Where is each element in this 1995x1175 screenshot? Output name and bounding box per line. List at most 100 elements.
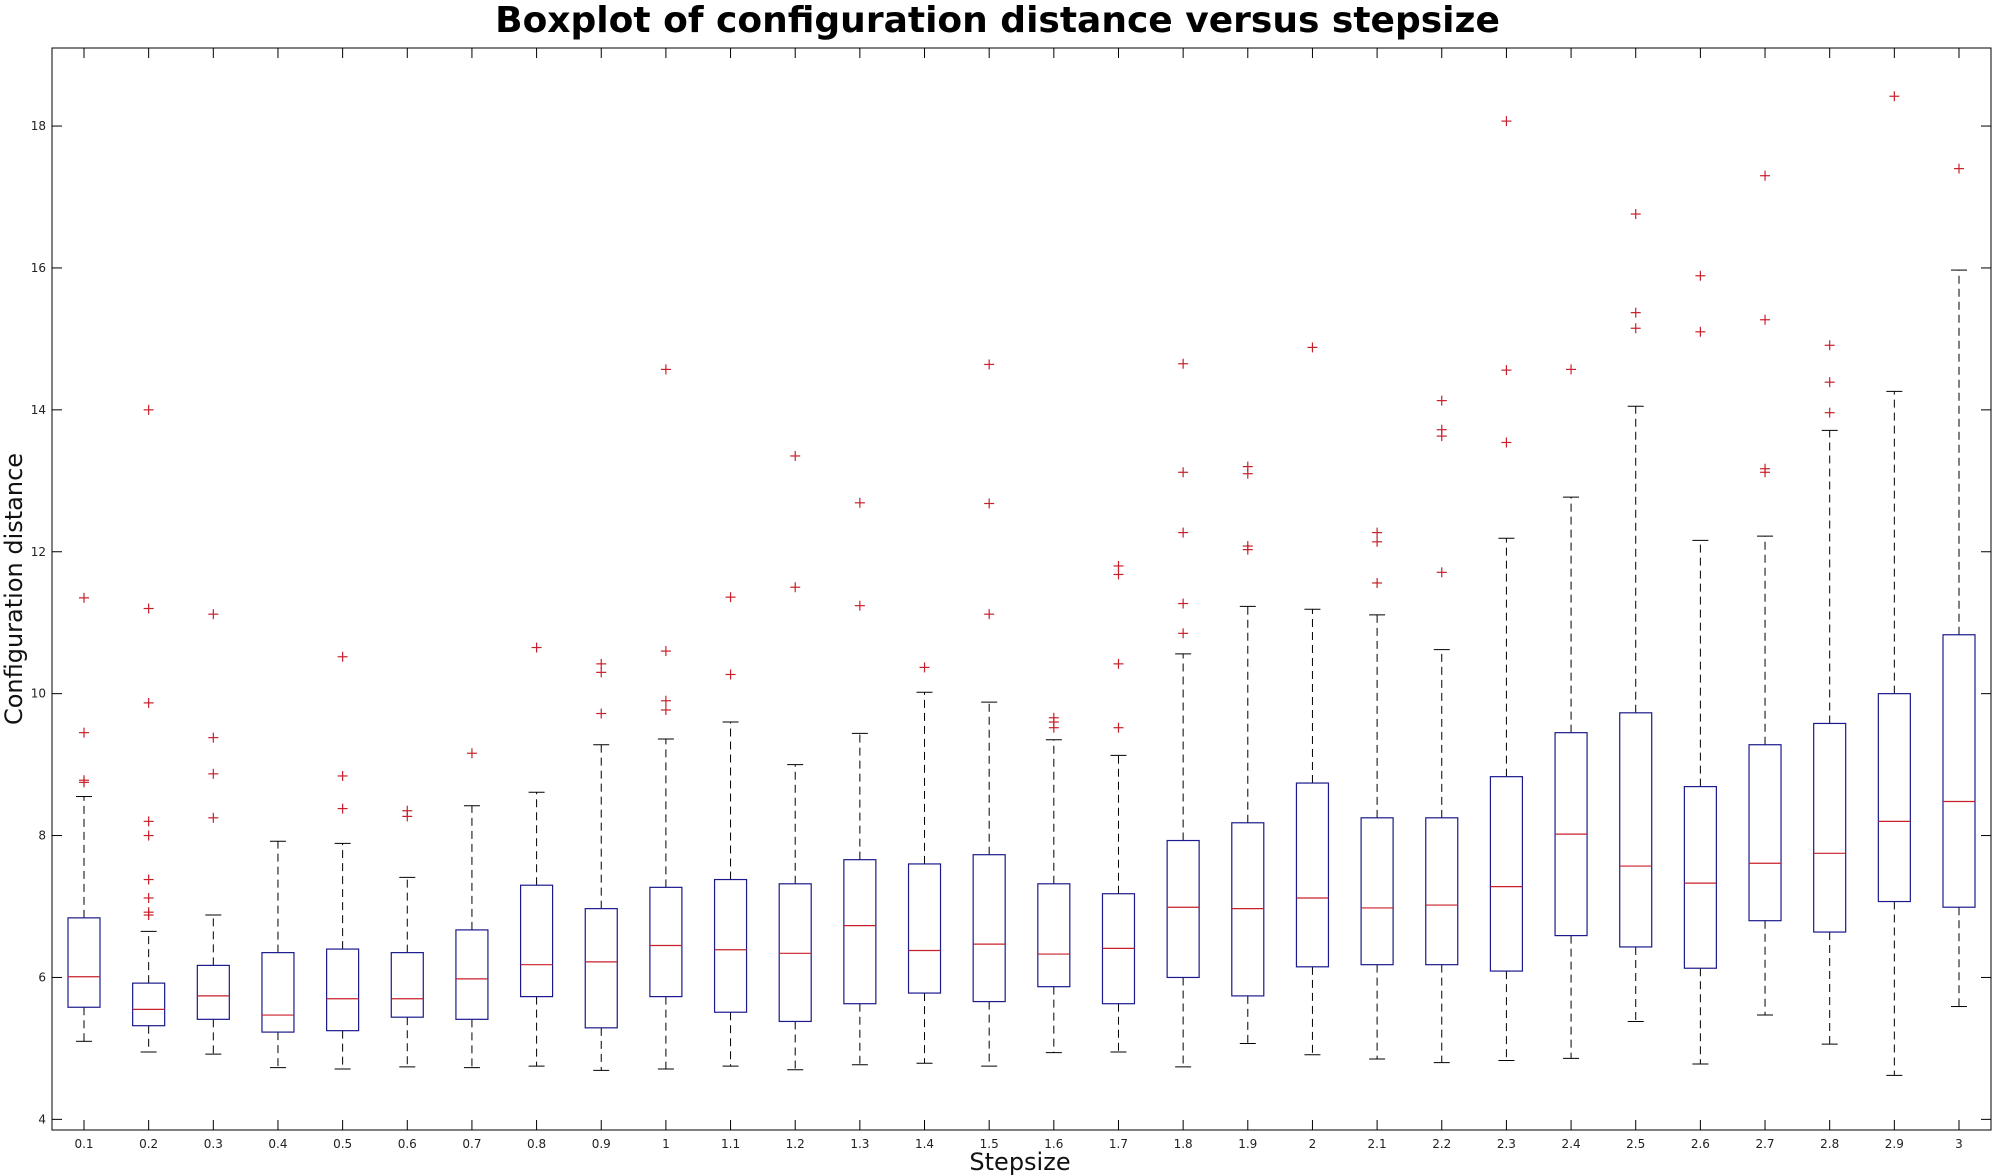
iqr-box bbox=[1489, 776, 1524, 972]
box-group bbox=[1295, 342, 1330, 1056]
iqr-box bbox=[1748, 744, 1782, 922]
y-tick-label: 4 bbox=[38, 1112, 46, 1126]
outlier-point bbox=[725, 669, 736, 680]
iqr-box bbox=[1295, 782, 1330, 968]
outlier-point bbox=[1824, 340, 1835, 351]
box-group bbox=[1748, 170, 1782, 1016]
outlier-point bbox=[1436, 395, 1447, 406]
outlier-point bbox=[1372, 536, 1383, 547]
box-group bbox=[713, 592, 748, 1067]
box-group bbox=[261, 840, 295, 1069]
outlier-point bbox=[143, 404, 154, 415]
box-group bbox=[907, 662, 942, 1064]
x-tick-label: 1.2 bbox=[786, 1137, 805, 1151]
x-tick-label: 0.4 bbox=[268, 1137, 287, 1151]
outlier-point bbox=[984, 609, 995, 620]
outlier-point bbox=[143, 830, 154, 841]
x-tick-label: 2.4 bbox=[1562, 1137, 1581, 1151]
outlier-point bbox=[337, 803, 348, 814]
iqr-box bbox=[778, 883, 812, 1023]
outlier-point bbox=[143, 907, 154, 918]
outlier-point bbox=[208, 732, 219, 743]
iqr-box bbox=[843, 859, 877, 1005]
outlier-point bbox=[337, 651, 348, 662]
outlier-point bbox=[1436, 424, 1447, 435]
outlier-point bbox=[1501, 437, 1512, 448]
y-tick-label: 18 bbox=[31, 119, 46, 133]
box-group bbox=[1554, 364, 1588, 1059]
outlier-point bbox=[79, 775, 89, 786]
box-group bbox=[1619, 209, 1653, 1022]
outlier-point bbox=[660, 695, 671, 706]
x-tick-label: 2.6 bbox=[1691, 1137, 1710, 1151]
y-tick-label: 12 bbox=[31, 545, 46, 559]
x-tick-label: 1.8 bbox=[1174, 1137, 1193, 1151]
outlier-point bbox=[1824, 377, 1835, 388]
outlier-point bbox=[1178, 467, 1189, 478]
box-group bbox=[1425, 395, 1459, 1064]
outlier-point bbox=[1566, 364, 1577, 375]
outlier-point bbox=[1824, 407, 1835, 418]
iqr-box bbox=[132, 982, 166, 1027]
chart-title: Boxplot of configuration distance versus… bbox=[495, 0, 1500, 41]
box-group bbox=[843, 497, 877, 1066]
box-group bbox=[1683, 270, 1717, 1065]
outlier-point bbox=[1113, 569, 1124, 580]
y-tick-label: 6 bbox=[38, 970, 46, 984]
outlier-point bbox=[1760, 463, 1771, 474]
outlier-point bbox=[143, 874, 154, 885]
outlier-point bbox=[1760, 314, 1771, 325]
outlier-point bbox=[1113, 658, 1124, 669]
outlier-point bbox=[1372, 577, 1383, 588]
outlier-point bbox=[1178, 628, 1189, 639]
outlier-point bbox=[725, 592, 736, 603]
x-tick-label: 1 bbox=[662, 1137, 670, 1151]
outlier-point bbox=[337, 770, 348, 781]
iqr-box bbox=[261, 952, 295, 1033]
outlier-point bbox=[1242, 541, 1253, 552]
outlier-point bbox=[143, 892, 154, 903]
outlier-point bbox=[143, 697, 154, 708]
iqr-box bbox=[67, 917, 101, 1008]
outlier-point bbox=[790, 582, 801, 593]
outlier-point bbox=[1113, 560, 1124, 571]
outlier-point bbox=[1630, 307, 1641, 318]
x-tick-label: 1.3 bbox=[850, 1137, 869, 1151]
outlier-point bbox=[531, 642, 542, 653]
outlier-point bbox=[466, 748, 477, 759]
x-tick-label: 0.6 bbox=[398, 1137, 417, 1151]
x-tick-label: 0.2 bbox=[139, 1137, 158, 1151]
box-group bbox=[1942, 163, 1976, 1008]
iqr-box bbox=[196, 964, 230, 1020]
box-group bbox=[455, 748, 489, 1069]
iqr-box bbox=[1425, 817, 1459, 966]
box-group bbox=[1813, 340, 1847, 1045]
outlier-point bbox=[1760, 170, 1771, 181]
iqr-box bbox=[649, 886, 683, 998]
x-axis-label: Stepsize bbox=[969, 1148, 1070, 1175]
y-tick-label: 10 bbox=[31, 687, 46, 701]
x-tick-label: 2.5 bbox=[1626, 1137, 1645, 1151]
outlier-point bbox=[1889, 91, 1900, 102]
x-tick-label: 0.3 bbox=[204, 1137, 223, 1151]
iqr-box bbox=[1813, 722, 1847, 933]
outlier-point bbox=[208, 768, 219, 779]
iqr-box bbox=[1037, 883, 1071, 988]
plot-area-frame bbox=[51, 47, 1992, 1131]
box-group bbox=[778, 450, 812, 1071]
outlier-point bbox=[854, 600, 865, 611]
x-tick-label: 1.7 bbox=[1109, 1137, 1128, 1151]
x-axis-ticks: 0.1 0.2 0.3 0.4 0.5 0.6 0.7 0.8 0.9 1 1.1 1.2 1.3 1.4… bbox=[74, 48, 1963, 1151]
outlier-point bbox=[984, 359, 995, 370]
outlier-point bbox=[596, 667, 607, 678]
iqr-box bbox=[907, 863, 942, 994]
outlier-point bbox=[79, 592, 89, 603]
box-group bbox=[67, 592, 101, 1042]
outlier-point bbox=[1113, 722, 1124, 733]
outlier-point bbox=[919, 662, 930, 673]
iqr-box bbox=[1166, 839, 1200, 979]
iqr-box bbox=[1619, 712, 1653, 948]
outlier-point bbox=[1178, 598, 1189, 609]
outlier-point bbox=[208, 812, 219, 823]
box-group bbox=[1231, 461, 1265, 1044]
